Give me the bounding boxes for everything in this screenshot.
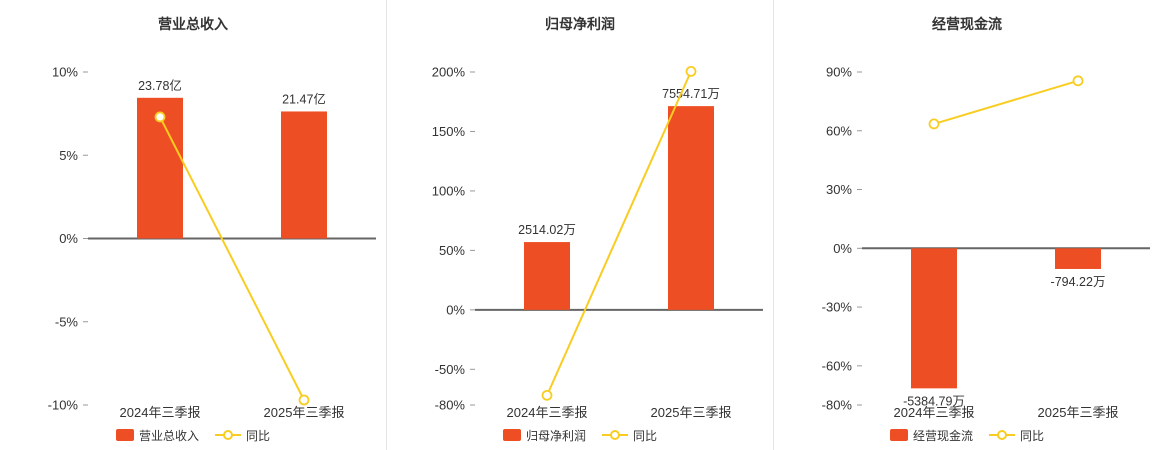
legend-item-yoy: 同比 [989, 427, 1044, 444]
category-label: 2025年三季报 [1038, 405, 1119, 420]
y-tick-label: 30% [826, 182, 852, 197]
yoy-marker-0 [541, 389, 553, 401]
legend-item-yoy: 同比 [215, 427, 270, 444]
y-tick-label: -50% [435, 362, 466, 377]
chart-legend: 归母净利润 同比 [387, 420, 773, 450]
legend-label-bar-series: 归母净利润 [525, 428, 586, 443]
yoy-line [546, 70, 692, 396]
category-label: 2025年三季报 [651, 405, 732, 420]
yoy-marker-1 [1072, 75, 1084, 87]
yoy-marker-1 [298, 394, 310, 406]
y-tick-label: 90% [826, 65, 852, 80]
panel-net-profit: 归母净利润 200% 150% 100% 50% 0% -50% -80% 2514.02万 7… [386, 0, 773, 450]
yoy-line [933, 79, 1079, 125]
y-tick-label: 60% [826, 123, 852, 138]
bar-swatch-icon [502, 429, 521, 441]
bar-swatch-icon [889, 429, 908, 441]
legend-label-yoy: 同比 [246, 428, 271, 443]
category-label: 2025年三季报 [264, 405, 345, 420]
line-marker-swatch-icon [989, 429, 1015, 441]
category-label: 2024年三季报 [507, 405, 588, 420]
y-tick-label: -80% [435, 398, 466, 413]
line-marker-swatch-icon [602, 429, 628, 441]
y-tick-label: 10% [52, 65, 78, 80]
y-tick-label: -80% [822, 398, 853, 413]
bar-1 [1055, 248, 1101, 269]
operating-cashflow-chart: 90% 60% 30% 0% -30% -60% -80% -5384.79万 -794.22万… [822, 65, 1150, 420]
legend-label-bar-series: 营业总收入 [138, 428, 199, 443]
panel-total-revenue: 营业总收入 10% 5% 0% -5% -10% 23.78亿 21.47亿 2024年三季报… [0, 0, 386, 450]
total-revenue-chart: 10% 5% 0% -5% -10% 23.78亿 21.47亿 2024年三季报 2025年三… [48, 65, 376, 420]
panel-operating-cashflow: 经营现金流 90% 60% 30% 0% -30% -60% -80% -5384.79万 -7… [773, 0, 1160, 450]
y-tick-label: 200% [432, 65, 466, 80]
bar-1 [281, 111, 327, 239]
legend-label-bar-series: 经营现金流 [912, 428, 973, 443]
chart-legend: 营业总收入 同比 [0, 420, 386, 450]
yoy-line [159, 116, 305, 401]
circle-marker-icon [223, 430, 233, 440]
category-label: 2024年三季报 [120, 405, 201, 420]
bar-0 [911, 248, 957, 389]
bar-value-label: 2514.02万 [518, 223, 576, 237]
yoy-marker-1 [685, 66, 697, 77]
legend-label-yoy: 同比 [1020, 428, 1045, 443]
y-tick-label: 50% [439, 243, 465, 258]
yoy-marker-0 [928, 118, 940, 130]
chart-title-total-revenue: 营业总收入 [158, 16, 228, 32]
y-tick-label: -60% [822, 358, 853, 373]
bar-swatch-icon [115, 429, 134, 441]
y-tick-label: 150% [432, 124, 466, 139]
y-tick-label: -30% [822, 300, 853, 315]
circle-marker-icon [610, 430, 620, 440]
bar-0 [524, 242, 570, 310]
bar-value-label: 23.78亿 [138, 78, 182, 93]
chart-title-net-profit: 归母净利润 [545, 16, 615, 32]
y-tick-label: 5% [59, 148, 78, 163]
legend-item-yoy: 同比 [602, 427, 657, 444]
category-label: 2024年三季报 [894, 405, 975, 420]
legend-item-bar-series: 营业总收入 [115, 427, 199, 444]
bar-value-label: 21.47亿 [282, 91, 326, 106]
bar-1 [668, 106, 714, 310]
circle-marker-icon [997, 430, 1007, 440]
y-tick-label: 0% [833, 241, 852, 256]
line-marker-swatch-icon [215, 429, 241, 441]
legend-item-bar-series: 经营现金流 [889, 427, 973, 444]
net-profit-chart: 200% 150% 100% 50% 0% -50% -80% 2514.02万 7554.71… [432, 65, 763, 420]
yoy-marker-0 [154, 111, 166, 123]
legend-label-yoy: 同比 [633, 428, 658, 443]
chart-title-operating-cashflow: 经营现金流 [932, 16, 1002, 32]
bar-value-label: -794.22万 [1051, 275, 1106, 289]
legend-item-bar-series: 归母净利润 [502, 427, 586, 444]
y-tick-label: 0% [59, 231, 78, 246]
chart-legend: 经营现金流 同比 [774, 420, 1160, 450]
y-tick-label: 100% [432, 183, 466, 198]
y-tick-label: -5% [55, 314, 79, 329]
bar-value-label: -5384.79万 [903, 394, 965, 408]
bar-value-label: 7554.71万 [662, 87, 720, 101]
y-tick-label: -10% [48, 398, 79, 413]
y-tick-label: 0% [446, 302, 465, 317]
